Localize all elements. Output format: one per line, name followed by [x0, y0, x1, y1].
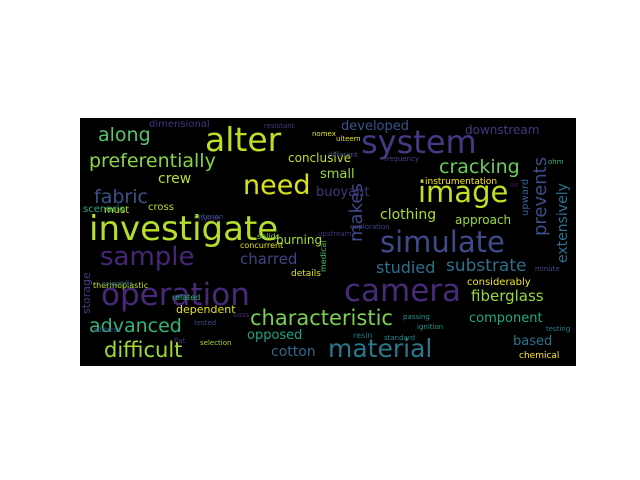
word-passing: passing: [403, 313, 430, 321]
word-investigate: investigate: [89, 209, 279, 249]
word-cotton: cotton: [271, 344, 316, 360]
word-prevents: prevents: [530, 156, 551, 236]
word-upstream: upstream: [318, 230, 352, 238]
word-exploration: exploration: [350, 223, 390, 231]
word-address: address: [93, 326, 121, 334]
word-selection: selection: [200, 339, 232, 347]
word-based: based: [513, 334, 553, 349]
word-difficult: difficult: [104, 338, 183, 362]
word-instrumentation: instrumentation: [425, 177, 498, 187]
word-crew: crew: [158, 171, 192, 187]
word-criterion: criterion: [194, 213, 224, 221]
word-minute: minute: [535, 265, 560, 273]
word-component: component: [469, 311, 543, 326]
word-dimensional: dimensional: [149, 119, 210, 130]
word-resin: resin: [353, 331, 373, 340]
word-concurrent: concurrent: [240, 241, 284, 250]
word-approach: approach: [455, 213, 512, 227]
word-frequency: frequency: [384, 155, 420, 163]
word-upward: upward: [520, 178, 531, 216]
word-fiberglass: fiberglass: [471, 287, 544, 305]
word-testing: testing: [546, 325, 571, 333]
word-opposed: opposed: [247, 328, 303, 343]
word-scientific: scientific: [102, 280, 134, 288]
word-cross: cross: [148, 202, 174, 213]
word-clothing: clothing: [380, 207, 437, 223]
word-operation: operation: [101, 277, 250, 313]
word-ulteem: ulteem: [336, 135, 361, 143]
word-buoyant: buoyant: [316, 185, 370, 200]
word-charred: charred: [240, 250, 298, 268]
word-along: along: [98, 124, 151, 146]
word-burning: burning: [276, 233, 323, 247]
word-resistant: resistant: [264, 122, 295, 130]
word-bass: bass: [233, 311, 250, 319]
word-dependent: dependent: [176, 303, 236, 316]
word-related: related: [172, 293, 201, 302]
word-chemical: chemical: [519, 351, 560, 361]
word-nomex: nomex: [312, 130, 336, 138]
word-details: details: [291, 269, 321, 279]
word-ohm: ohm: [548, 158, 564, 166]
word-must: must: [104, 205, 130, 216]
word-sample: sample: [100, 242, 195, 272]
word-system: system: [361, 123, 477, 161]
word-small: small: [320, 167, 355, 182]
word-nylon: nylon: [198, 214, 220, 223]
word-cloud: investigate operation camera system alte…: [80, 118, 576, 366]
word-flat: flat: [174, 337, 186, 345]
word-solids: solids: [257, 232, 280, 241]
word-considerably: considerably: [467, 277, 531, 288]
word-characteristic: characteristic: [250, 306, 393, 330]
word-material: material: [328, 334, 433, 363]
word-different: different: [328, 151, 358, 159]
word-need: need: [243, 170, 311, 201]
word-alter: alter: [205, 120, 282, 159]
word-conclusive: conclusive: [288, 151, 352, 165]
word-cracking: cracking: [439, 156, 520, 178]
word-downstream: downstream: [465, 123, 540, 137]
word-studied: studied: [376, 258, 436, 277]
word-medical: medical: [319, 240, 328, 272]
word-ignition: ignition: [417, 323, 444, 331]
word-air: air: [510, 181, 520, 189]
word-extensively: extensively: [555, 183, 571, 263]
word-camera: camera: [344, 273, 462, 309]
word-substrate: substrate: [446, 256, 527, 276]
word-simulate: simulate: [380, 225, 505, 259]
word-thermoplastic: thermoplastic: [93, 281, 149, 290]
word-scenario: scenario: [83, 204, 126, 215]
word-preferentially: preferentially: [89, 150, 216, 172]
word-developed: developed: [341, 119, 410, 134]
word-image: image: [418, 175, 509, 209]
word-storage: storage: [80, 272, 93, 314]
word-fabric: fabric: [94, 186, 148, 208]
word-standard: standard: [384, 334, 416, 342]
word-advanced: advanced: [89, 315, 182, 337]
word-tested: tested: [194, 319, 217, 327]
